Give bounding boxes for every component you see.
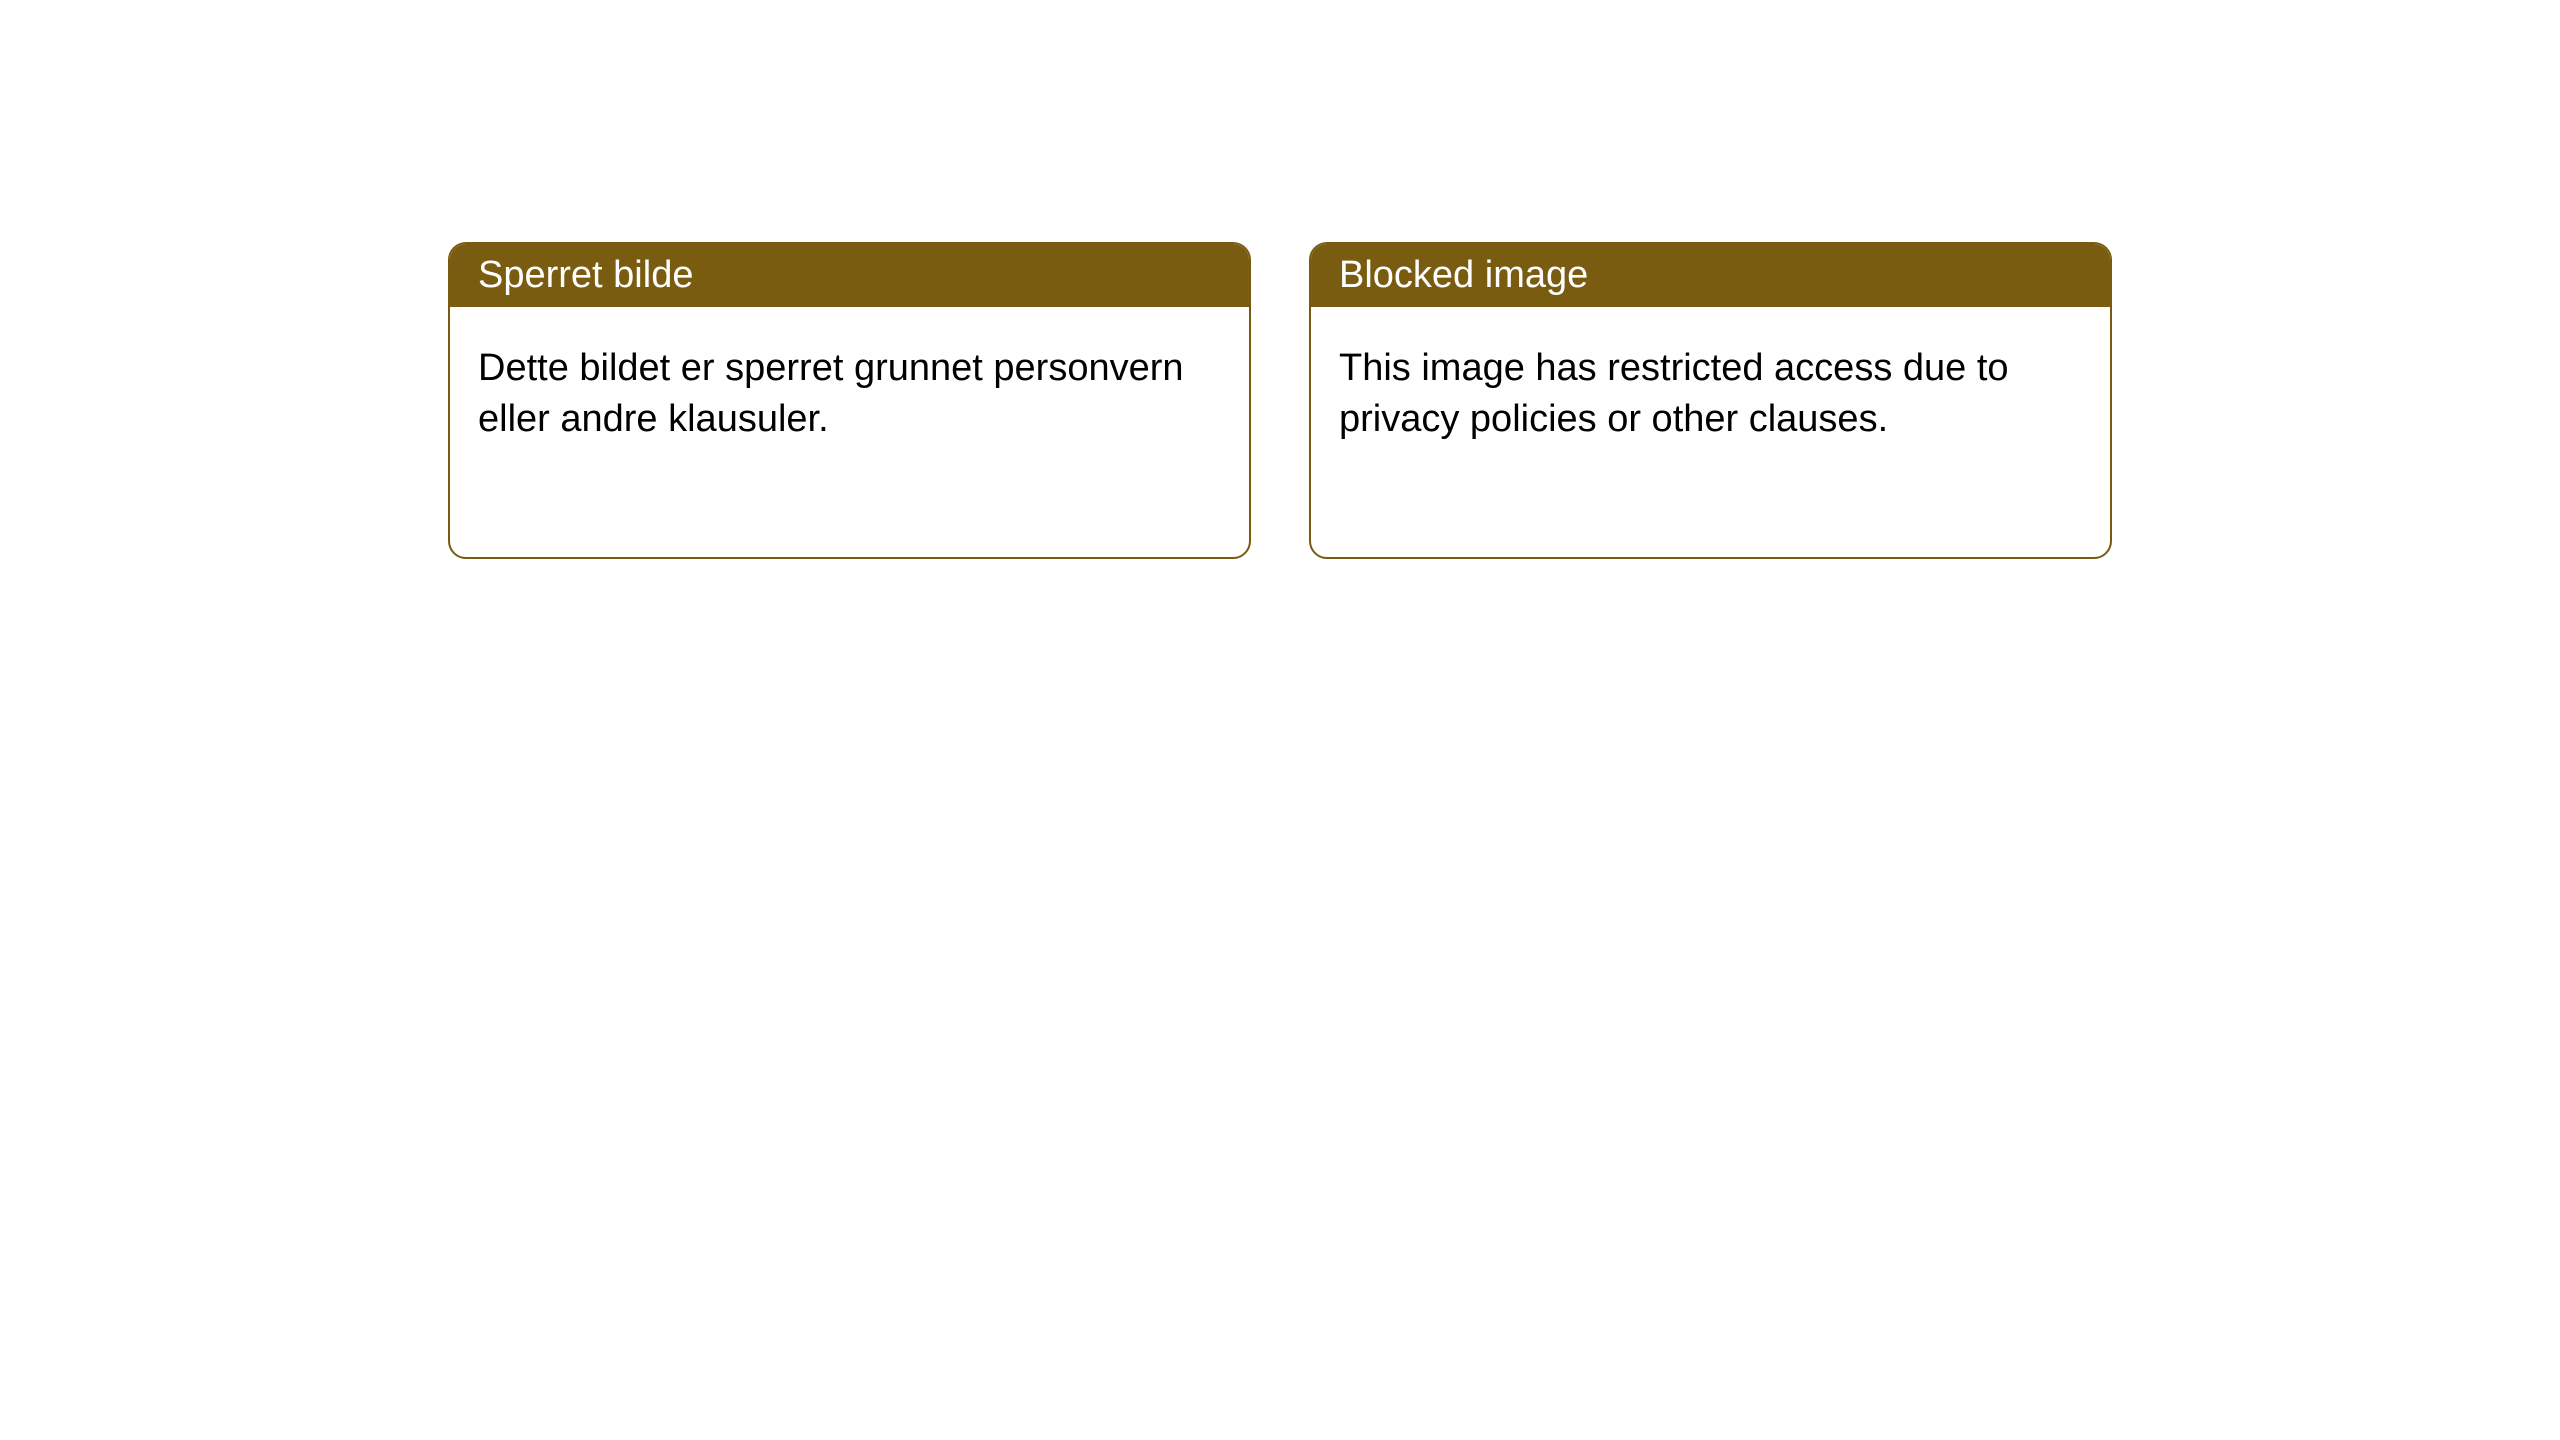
blocked-image-card-english: Blocked image This image has restricted … [1309,242,2112,559]
card-body: This image has restricted access due to … [1311,307,2110,557]
card-header: Sperret bilde [450,244,1249,307]
card-body: Dette bildet er sperret grunnet personve… [450,307,1249,557]
card-title: Blocked image [1339,254,1588,296]
card-body-text: This image has restricted access due to … [1339,347,2009,440]
card-body-text: Dette bildet er sperret grunnet personve… [478,347,1184,440]
blocked-image-card-norwegian: Sperret bilde Dette bildet er sperret gr… [448,242,1251,559]
card-header: Blocked image [1311,244,2110,307]
blocked-image-cards-container: Sperret bilde Dette bildet er sperret gr… [448,242,2112,559]
card-title: Sperret bilde [478,254,693,296]
